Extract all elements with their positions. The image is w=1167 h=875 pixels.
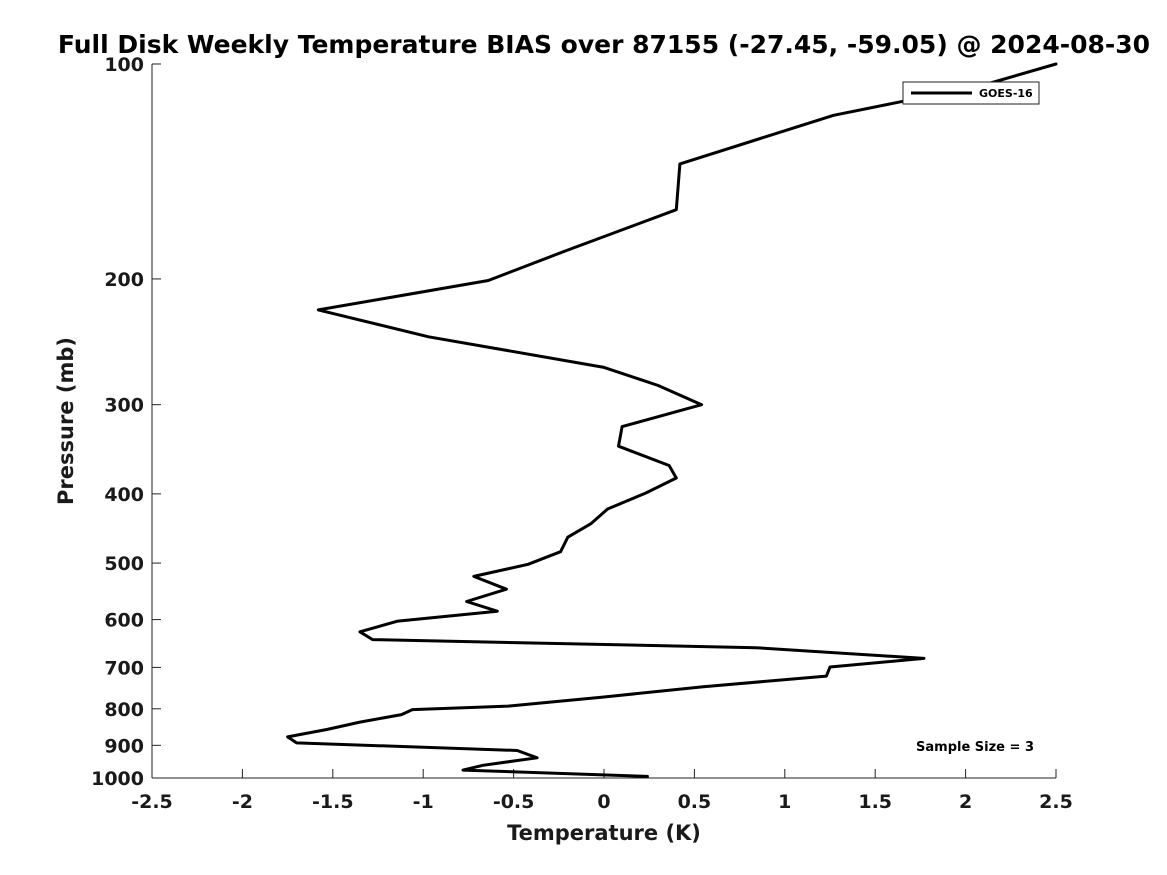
x-tick-label: -1 xyxy=(413,791,434,813)
y-tick-label: 400 xyxy=(104,484,144,506)
x-tick-label: 1.5 xyxy=(858,791,892,813)
legend-entry-goes-16: GOES-16 xyxy=(979,87,1033,100)
y-tick-label: 800 xyxy=(104,699,144,721)
x-tick-label: -0.5 xyxy=(493,791,535,813)
plot-frame xyxy=(151,64,1056,779)
x-tick-label: 2 xyxy=(959,791,972,813)
x-tick-label: -2.5 xyxy=(131,791,173,813)
y-tick-label: 700 xyxy=(104,657,144,679)
x-axis-label: Temperature (K) xyxy=(507,821,701,845)
y-tick-label: 900 xyxy=(104,735,144,757)
y-tick-label: 1000 xyxy=(91,768,144,790)
y-tick-label: 300 xyxy=(104,395,144,417)
x-tick-label: -1.5 xyxy=(312,791,354,813)
y-tick-label: 600 xyxy=(104,610,144,632)
legend: GOES-16 xyxy=(902,81,1040,105)
x-tick-label: -2 xyxy=(232,791,253,813)
y-axis-label: Pressure (mb) xyxy=(54,337,78,505)
y-tick-label: 200 xyxy=(104,269,144,291)
y-ticks: 100 200 300 400 500 600 700 800 900 1000 xyxy=(91,54,161,790)
x-tick-label: 2.5 xyxy=(1039,791,1073,813)
y-tick-label: 500 xyxy=(104,553,144,575)
x-ticks: -2.5 -2 -1.5 -1 -0.5 0 0.5 1 1.5 2 2.5 xyxy=(131,769,1073,813)
chart-title: Full Disk Weekly Temperature BIAS over 8… xyxy=(58,30,1150,59)
series-group xyxy=(286,62,1058,778)
x-tick-label: 0.5 xyxy=(678,791,712,813)
sample-size-annotation: Sample Size = 3 xyxy=(916,740,1034,755)
x-tick-label: 0 xyxy=(597,791,610,813)
x-tick-label: 1 xyxy=(778,791,791,813)
series-line-goes-16 xyxy=(286,62,1058,778)
y-tick-label: 100 xyxy=(104,54,144,76)
